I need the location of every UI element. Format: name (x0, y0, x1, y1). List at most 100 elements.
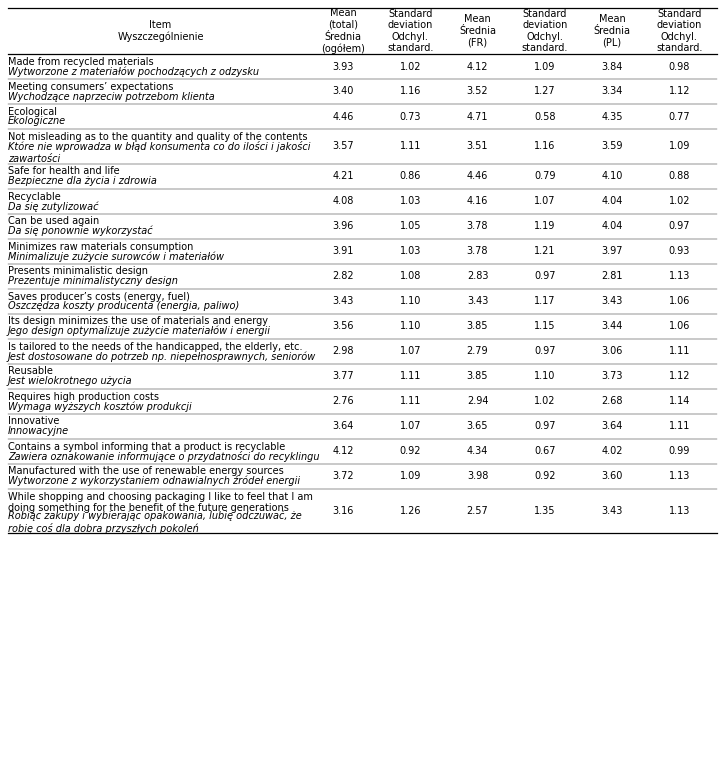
Text: 1.16: 1.16 (399, 87, 421, 97)
Text: 0.58: 0.58 (534, 111, 556, 121)
Text: Its design minimizes the use of materials and energy: Its design minimizes the use of material… (8, 316, 268, 326)
Text: 3.73: 3.73 (601, 371, 623, 381)
Text: Can be used again: Can be used again (8, 216, 99, 226)
Text: 3.43: 3.43 (601, 506, 623, 516)
Text: While shopping and choosing packaging I like to feel that I am
doing something f: While shopping and choosing packaging I … (8, 492, 313, 513)
Text: Recyclable: Recyclable (8, 192, 61, 202)
Text: 3.57: 3.57 (332, 141, 354, 152)
Text: 3.97: 3.97 (601, 246, 623, 256)
Text: 2.68: 2.68 (601, 396, 623, 406)
Text: 1.12: 1.12 (669, 87, 690, 97)
Text: 1.02: 1.02 (669, 196, 690, 206)
Text: 3.60: 3.60 (601, 471, 623, 481)
Text: Standard
deviation
Odchyl.
standard.: Standard deviation Odchyl. standard. (387, 9, 433, 53)
Text: 0.99: 0.99 (669, 446, 690, 456)
Text: Mean
Średnia
(FR): Mean Średnia (FR) (459, 15, 496, 48)
Text: 4.02: 4.02 (601, 446, 623, 456)
Text: 2.81: 2.81 (601, 271, 623, 281)
Text: 2.98: 2.98 (332, 346, 354, 356)
Text: 1.13: 1.13 (669, 271, 690, 281)
Text: 0.92: 0.92 (534, 471, 556, 481)
Text: 3.64: 3.64 (601, 421, 623, 431)
Text: 1.11: 1.11 (399, 141, 421, 152)
Text: 1.11: 1.11 (399, 371, 421, 381)
Text: Ekologiczne: Ekologiczne (8, 117, 66, 127)
Text: 3.84: 3.84 (601, 62, 623, 71)
Text: 2.94: 2.94 (467, 396, 488, 406)
Text: Oszczędza koszty producenta (energia, paliwo): Oszczędza koszty producenta (energia, pa… (8, 301, 239, 311)
Text: 1.14: 1.14 (669, 396, 690, 406)
Text: 1.07: 1.07 (534, 196, 556, 206)
Text: 2.76: 2.76 (332, 396, 354, 406)
Text: 1.12: 1.12 (669, 371, 690, 381)
Text: 0.97: 0.97 (534, 421, 556, 431)
Text: 1.02: 1.02 (534, 396, 556, 406)
Text: 1.11: 1.11 (669, 346, 690, 356)
Text: 4.04: 4.04 (601, 196, 623, 206)
Text: 3.40: 3.40 (332, 87, 354, 97)
Text: Saves producer’s costs (energy, fuel): Saves producer’s costs (energy, fuel) (8, 291, 190, 301)
Text: 4.46: 4.46 (332, 111, 354, 121)
Text: 1.15: 1.15 (534, 321, 556, 331)
Text: 3.85: 3.85 (467, 371, 488, 381)
Text: Innovative: Innovative (8, 417, 59, 427)
Text: 3.52: 3.52 (466, 87, 488, 97)
Text: 3.34: 3.34 (601, 87, 623, 97)
Text: 1.16: 1.16 (534, 141, 555, 152)
Text: 1.07: 1.07 (399, 421, 421, 431)
Text: 3.91: 3.91 (332, 246, 354, 256)
Text: 1.21: 1.21 (534, 246, 556, 256)
Text: Standard
deviation
Odchyl.
standard.: Standard deviation Odchyl. standard. (656, 9, 703, 53)
Text: 4.10: 4.10 (601, 171, 623, 181)
Text: 3.78: 3.78 (467, 246, 488, 256)
Text: Presents minimalistic design: Presents minimalistic design (8, 267, 148, 277)
Text: 1.08: 1.08 (399, 271, 421, 281)
Text: Mean
(total)
Średnia
(ogółem): Mean (total) Średnia (ogółem) (321, 9, 365, 53)
Text: 3.85: 3.85 (467, 321, 488, 331)
Text: 1.11: 1.11 (669, 421, 690, 431)
Text: 0.97: 0.97 (534, 271, 556, 281)
Text: Reusable: Reusable (8, 366, 53, 376)
Text: 1.02: 1.02 (399, 62, 421, 71)
Text: Da się ponownie wykorzystać: Da się ponownie wykorzystać (8, 226, 152, 237)
Text: 1.35: 1.35 (534, 506, 556, 516)
Text: Minimizes raw materials consumption: Minimizes raw materials consumption (8, 241, 193, 251)
Text: 4.71: 4.71 (467, 111, 488, 121)
Text: Contains a symbol informing that a product is recyclable: Contains a symbol informing that a produ… (8, 441, 285, 451)
Text: 4.35: 4.35 (601, 111, 623, 121)
Text: 0.79: 0.79 (534, 171, 556, 181)
Text: Standard
deviation
Odchyl.
standard.: Standard deviation Odchyl. standard. (522, 9, 568, 53)
Text: Innowacyjne: Innowacyjne (8, 426, 69, 436)
Text: Wytworzone z wykorzystaniem odnawialnych źródeł energii: Wytworzone z wykorzystaniem odnawialnych… (8, 476, 300, 486)
Text: Made from recycled materials: Made from recycled materials (8, 57, 154, 67)
Text: 1.10: 1.10 (399, 296, 421, 306)
Text: Safe for health and life: Safe for health and life (8, 166, 120, 176)
Text: 0.97: 0.97 (669, 221, 690, 231)
Text: Zawiera oznakowanie informujące o przydatności do recyklingu: Zawiera oznakowanie informujące o przyda… (8, 451, 320, 462)
Text: Minimalizuje zużycie surowców i materiałów: Minimalizuje zużycie surowców i materiał… (8, 251, 224, 261)
Text: Prezentuje minimalistyczny design: Prezentuje minimalistyczny design (8, 276, 178, 286)
Text: 1.10: 1.10 (399, 321, 421, 331)
Text: 1.03: 1.03 (399, 246, 421, 256)
Text: 3.98: 3.98 (467, 471, 488, 481)
Text: Jego design optymalizuje zużycie materiałów i energii: Jego design optymalizuje zużycie materia… (8, 326, 271, 336)
Text: 4.34: 4.34 (467, 446, 488, 456)
Text: 1.13: 1.13 (669, 506, 690, 516)
Text: Ecological: Ecological (8, 107, 57, 117)
Text: 3.43: 3.43 (601, 296, 623, 306)
Text: 3.51: 3.51 (467, 141, 488, 152)
Text: 3.96: 3.96 (332, 221, 354, 231)
Text: Bezpieczne dla życia i zdrowia: Bezpieczne dla życia i zdrowia (8, 176, 157, 186)
Text: 2.82: 2.82 (332, 271, 354, 281)
Text: 1.17: 1.17 (534, 296, 556, 306)
Text: 1.09: 1.09 (534, 62, 555, 71)
Text: 0.92: 0.92 (399, 446, 421, 456)
Text: 1.09: 1.09 (399, 471, 421, 481)
Text: 4.46: 4.46 (467, 171, 488, 181)
Text: Wymaga wyższych kosztów produkcji: Wymaga wyższych kosztów produkcji (8, 401, 192, 411)
Text: 4.12: 4.12 (467, 62, 488, 71)
Text: Które nie wprowadza w błąd konsumenta co do ilości i jakości
zawartości: Które nie wprowadza w błąd konsumenta co… (8, 141, 310, 164)
Text: 3.06: 3.06 (601, 346, 623, 356)
Text: 3.56: 3.56 (332, 321, 354, 331)
Text: 1.07: 1.07 (399, 346, 421, 356)
